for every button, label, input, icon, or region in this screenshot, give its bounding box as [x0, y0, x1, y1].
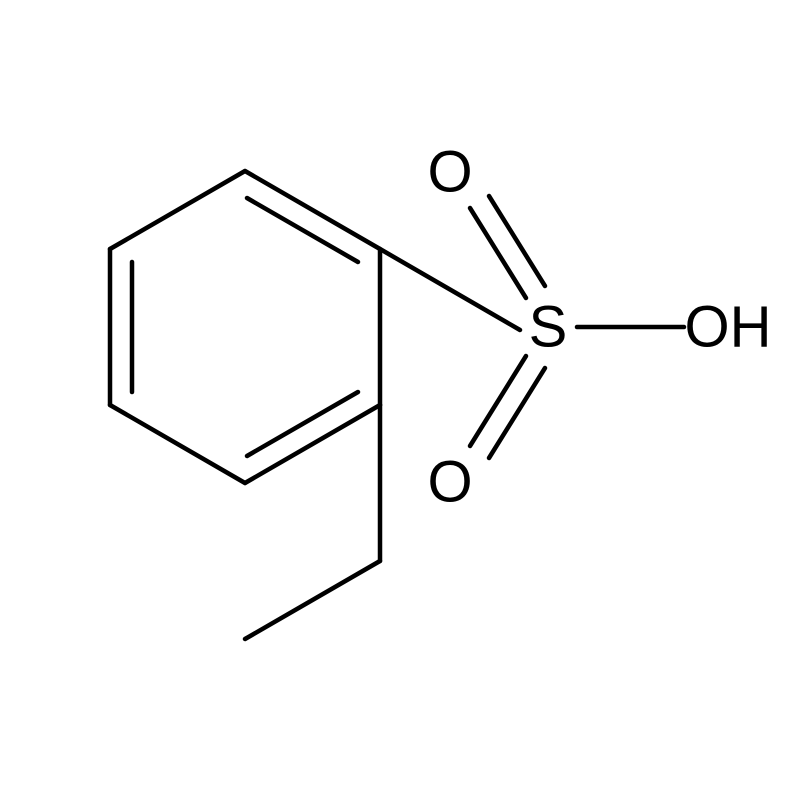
bond-S=O2-a — [470, 356, 526, 446]
bond-ring-inner-br — [247, 392, 358, 456]
atom-label-O1: O — [427, 140, 472, 205]
bond-ring-inner-tr — [247, 198, 358, 262]
bond-S=O1-b — [489, 196, 545, 286]
molecule-diagram: S O O OH — [0, 0, 800, 800]
atom-label-OH: OH — [685, 295, 772, 360]
bond-ring-top-left — [110, 171, 245, 249]
bond-S=O1-a — [470, 208, 526, 298]
bond-S=O2-b — [489, 368, 545, 458]
bond-ring-bottom-left — [110, 405, 245, 483]
bond-C-CH3 — [245, 561, 380, 639]
bond-C-S — [380, 249, 520, 330]
bonds-group — [110, 171, 684, 639]
atom-label-O2: O — [427, 450, 472, 515]
atom-label-S: S — [529, 295, 568, 360]
